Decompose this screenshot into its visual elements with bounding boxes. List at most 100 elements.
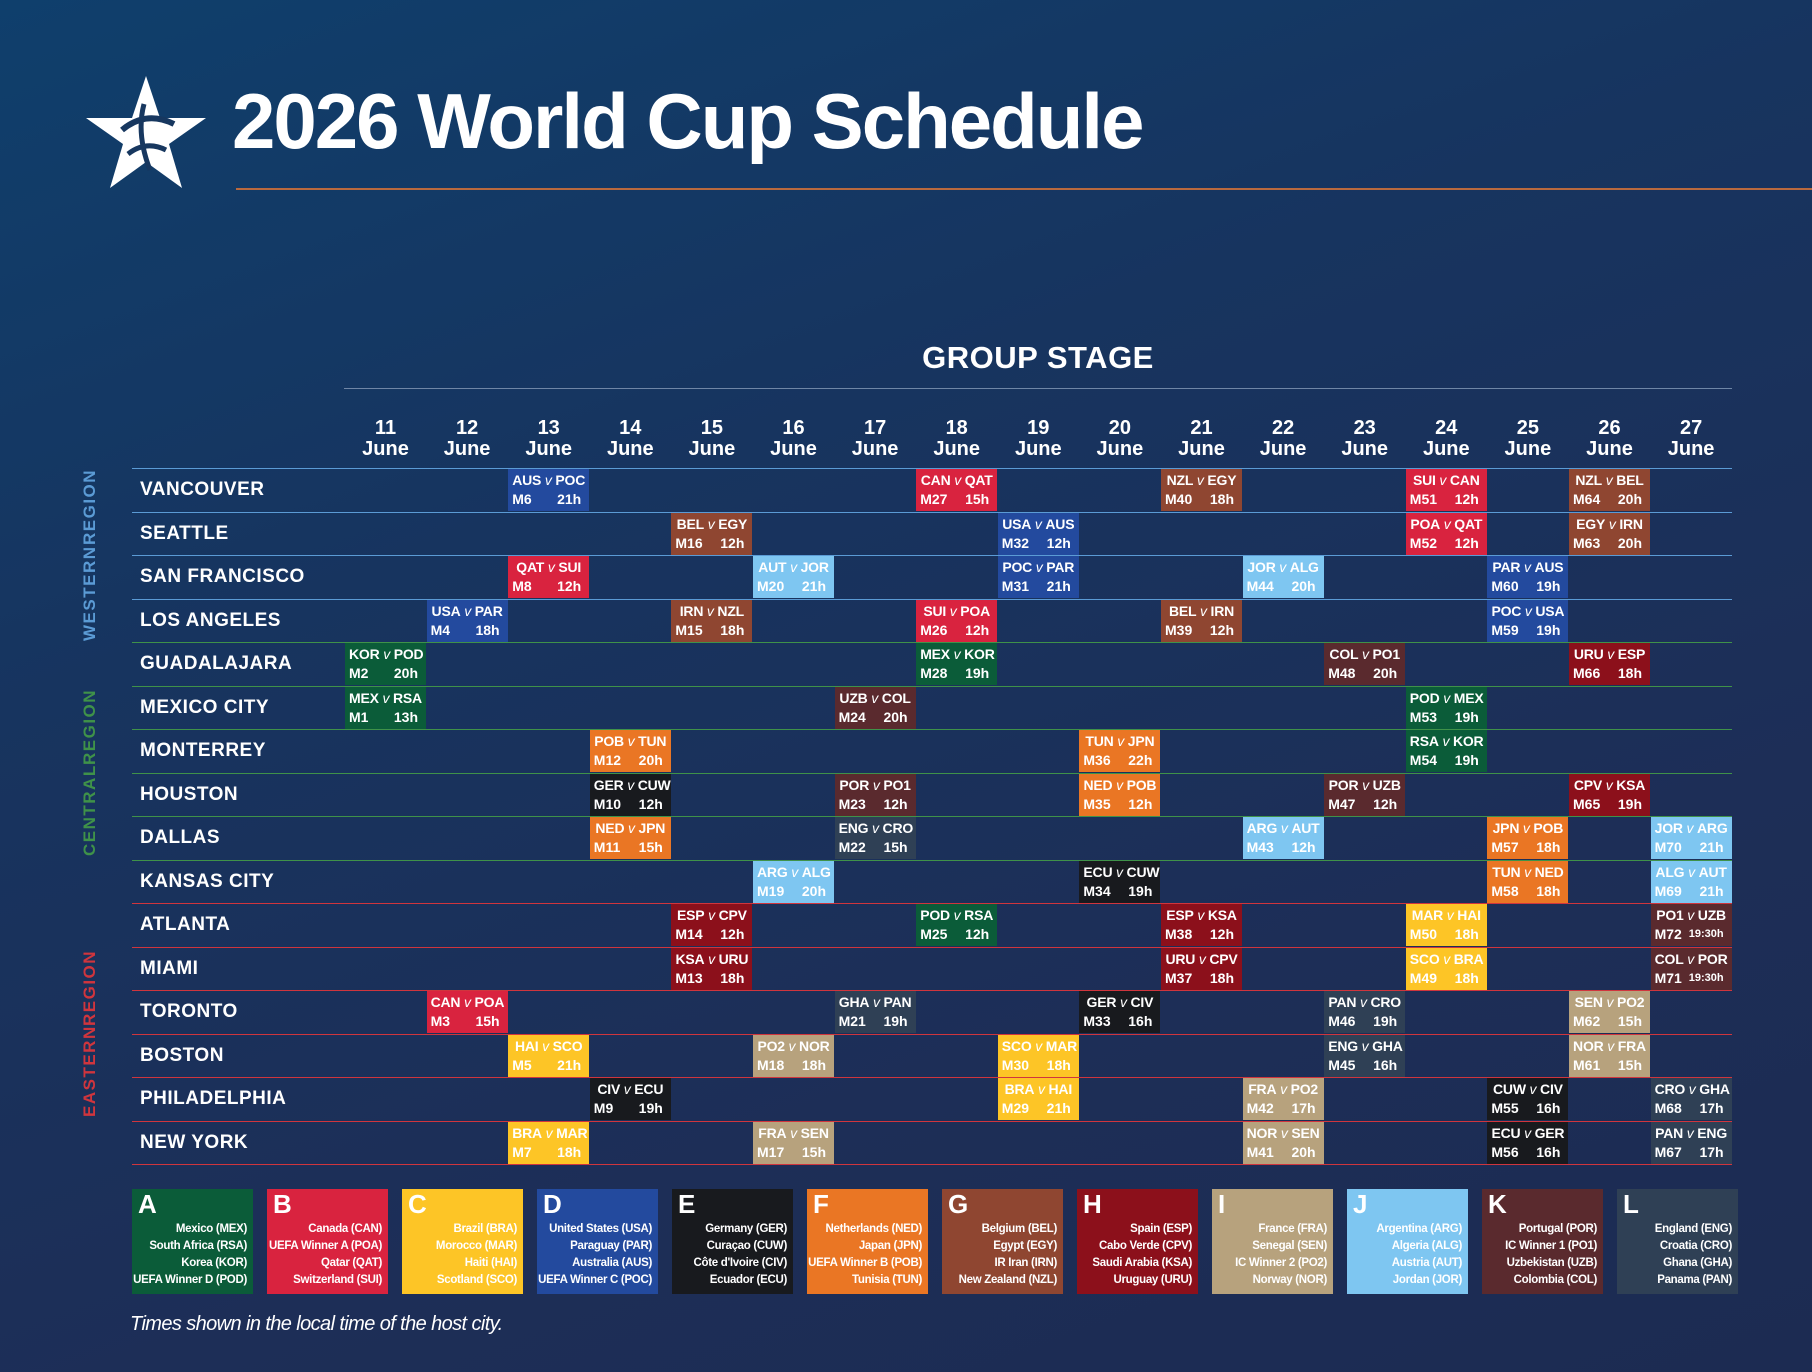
match-cell[interactable]: USA v AUS M32 12h — [997, 512, 1079, 555]
away-team: HAI — [1457, 907, 1481, 923]
match-cell[interactable]: BRA v HAI M29 21h — [997, 1078, 1079, 1120]
match-cell[interactable]: SEN v PO2 M62 15h — [1569, 991, 1650, 1033]
match-teams: HAI v SCO — [512, 1037, 585, 1056]
match-cell[interactable]: CAN v QAT M27 15h — [916, 469, 998, 511]
match-cell[interactable]: RSA v KOR M54 19h — [1405, 730, 1487, 772]
match-cell[interactable]: POC v USA M59 19h — [1487, 599, 1569, 642]
match-teams: AUT v JOR — [757, 558, 830, 577]
away-team: PAR — [474, 602, 503, 619]
match-cell[interactable]: HAI v SCO M5 21h — [508, 1034, 590, 1077]
match-cell[interactable]: ECU v GER M56 16h — [1487, 1121, 1569, 1164]
home-team: RSA — [1409, 733, 1439, 749]
match-cell[interactable]: UZB v COL M24 20h — [834, 686, 916, 729]
match-cell[interactable]: ENG v CRO M22 15h — [834, 817, 916, 859]
match-cell[interactable]: ESP v KSA M38 12h — [1161, 904, 1242, 946]
match-cell[interactable]: MAR v HAI M50 18h — [1405, 904, 1487, 946]
match-cell[interactable]: SCO v MAR M30 18h — [997, 1034, 1079, 1077]
match-cell[interactable]: SCO v BRA M49 18h — [1405, 947, 1487, 990]
match-cell[interactable]: ARG v ALG M19 20h — [753, 860, 834, 903]
match-cell[interactable]: NED v POB M35 12h — [1079, 773, 1161, 816]
match-cell[interactable]: PO1 v UZB M72 19:30h — [1650, 904, 1732, 946]
match-cell[interactable]: NOR v SEN M41 20h — [1242, 1121, 1324, 1164]
match-cell[interactable]: POD v RSA M25 12h — [916, 904, 998, 946]
match-cell[interactable]: CRO v GHA M68 17h — [1650, 1078, 1732, 1120]
match-cell[interactable]: POR v UZB M47 12h — [1324, 773, 1406, 816]
home-team: URU — [1573, 646, 1604, 662]
match-cell[interactable]: EGY v IRN M63 20h — [1569, 512, 1650, 555]
match-cell[interactable]: USA v PAR M4 18h — [426, 599, 508, 642]
date-header: 22 June — [1243, 418, 1324, 460]
match-cell[interactable]: CPV v KSA M65 19h — [1569, 773, 1650, 816]
stage-title: GROUP STAGE — [922, 340, 1154, 375]
match-cell[interactable]: ARG v AUT M43 12h — [1242, 817, 1324, 859]
match-cell[interactable]: POC v PAR M31 21h — [997, 556, 1079, 598]
match-cell[interactable]: URU v ESP M66 18h — [1569, 643, 1650, 685]
match-cell[interactable]: BEL v EGY M16 12h — [671, 512, 753, 555]
match-cell[interactable]: URU v CPV M37 18h — [1161, 947, 1242, 990]
match-teams: POB v TUN — [594, 732, 667, 751]
versus-label: v — [1275, 559, 1290, 575]
match-cell[interactable]: POD v MEX M53 19h — [1405, 686, 1487, 729]
match-cell[interactable]: PAN v CRO M46 19h — [1324, 991, 1406, 1033]
match-cell[interactable]: SUI v POA M26 12h — [916, 599, 998, 642]
match-cell[interactable]: NZL v EGY M40 18h — [1161, 469, 1242, 511]
match-cell[interactable]: POB v TUN M12 20h — [589, 730, 671, 772]
match-cell[interactable]: ESP v CPV M14 12h — [671, 904, 753, 946]
match-cell[interactable]: JOR v ALG M44 20h — [1242, 556, 1324, 598]
match-cell[interactable]: JOR v ARG M70 21h — [1650, 817, 1732, 859]
match-cell[interactable]: GER v CUW M10 12h — [589, 773, 671, 816]
match-cell[interactable]: AUT v JOR M20 21h — [753, 556, 834, 598]
match-cell[interactable]: ALG v AUT M69 21h — [1650, 860, 1732, 903]
match-cell[interactable]: ENG v GHA M45 16h — [1324, 1034, 1406, 1077]
match-cell[interactable]: IRN v NZL M15 18h — [671, 599, 753, 642]
match-cell[interactable]: COL v PO1 M48 20h — [1324, 643, 1406, 685]
match-number: M20 — [757, 578, 785, 594]
match-cell[interactable]: QAT v SUI M8 12h — [508, 556, 590, 598]
city-row — [132, 903, 1732, 946]
match-cell[interactable]: TUN v NED M58 18h — [1487, 860, 1569, 903]
match-cell[interactable]: MEX v RSA M1 13h — [345, 686, 426, 729]
match-cell[interactable]: NED v JPN M11 15h — [589, 817, 671, 859]
match-cell[interactable]: CUW v CIV M55 16h — [1487, 1078, 1569, 1120]
match-cell[interactable]: BRA v MAR M7 18h — [508, 1121, 590, 1164]
match-cell[interactable]: CAN v POA M3 15h — [426, 991, 508, 1033]
match-cell[interactable]: MEX v KOR M28 19h — [916, 643, 998, 685]
home-team: CAN — [920, 472, 951, 488]
match-cell[interactable]: PAR v AUS M60 19h — [1487, 556, 1569, 598]
match-cell[interactable]: COL v POR M71 19:30h — [1650, 947, 1732, 990]
match-cell[interactable]: FRA v PO2 M42 17h — [1242, 1078, 1324, 1120]
match-cell[interactable]: BEL v IRN M39 12h — [1161, 599, 1242, 642]
group-teams: Canada (CAN) UEFA Winner A (POA) Qatar (QA… — [269, 1221, 382, 1289]
match-time: 18h — [557, 1143, 582, 1160]
home-team: SUI — [1412, 472, 1436, 488]
match-cell[interactable]: NZL v BEL M64 20h — [1569, 469, 1650, 511]
away-team: SCO — [552, 1037, 583, 1054]
match-cell[interactable]: TUN v JPN M36 22h — [1079, 730, 1161, 772]
match-cell[interactable]: KOR v POD M2 20h — [345, 643, 426, 685]
match-cell[interactable]: JPN v POB M57 18h — [1487, 817, 1569, 859]
match-cell[interactable]: GER v CIV M33 16h — [1079, 991, 1161, 1033]
home-team: POD — [1409, 689, 1440, 706]
match-cell[interactable]: PAN v ENG M67 17h — [1650, 1121, 1732, 1164]
versus-label: v — [868, 820, 883, 836]
match-cell[interactable]: SUI v CAN M51 12h — [1405, 469, 1487, 511]
home-team: CIV — [597, 1081, 621, 1097]
date-day: 18 — [945, 417, 968, 439]
match-cell[interactable]: POR v PO1 M23 12h — [834, 773, 916, 816]
away-team: URU — [718, 950, 749, 967]
match-cell[interactable]: KSA v URU M13 18h — [671, 947, 753, 990]
versus-label: v — [1683, 1124, 1698, 1141]
versus-label: v — [1439, 689, 1454, 706]
match-number: M3 — [430, 1013, 451, 1029]
match-cell[interactable]: AUS v POC M6 21h — [508, 469, 590, 511]
match-time: 12h — [557, 578, 582, 594]
match-cell[interactable]: FRA v SEN M17 15h — [753, 1121, 834, 1164]
match-cell[interactable]: ECU v CUW M34 19h — [1079, 860, 1161, 903]
match-cell[interactable]: NOR v FRA M61 15h — [1569, 1034, 1650, 1077]
match-cell[interactable]: PO2 v NOR M18 18h — [753, 1034, 834, 1077]
versus-label: v — [1277, 820, 1292, 836]
match-cell[interactable]: POA v QAT M52 12h — [1405, 512, 1487, 555]
away-team: SEN — [1291, 1124, 1320, 1141]
match-cell[interactable]: CIV v ECU M9 19h — [589, 1078, 671, 1120]
match-cell[interactable]: GHA v PAN M21 19h — [834, 991, 916, 1033]
